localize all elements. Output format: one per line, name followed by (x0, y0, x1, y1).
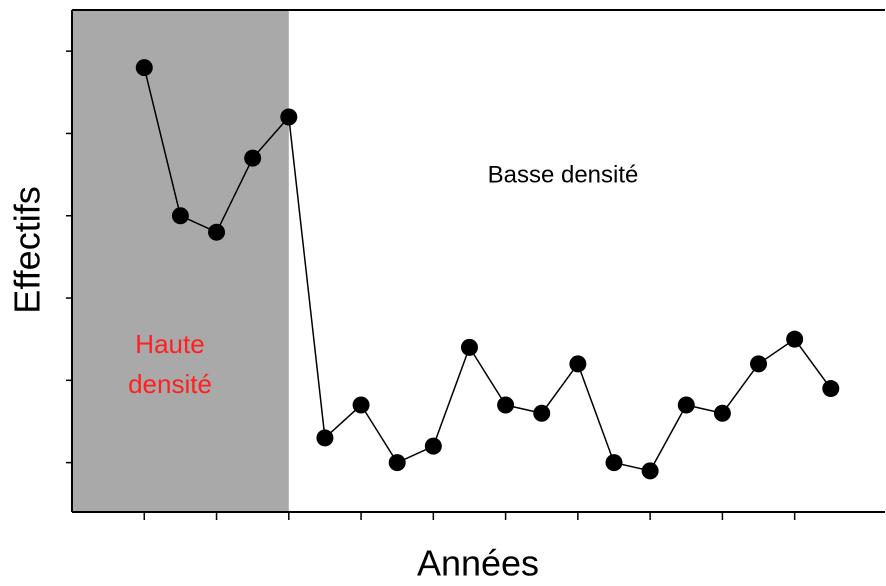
data-point (244, 149, 262, 167)
data-point (641, 462, 659, 480)
data-point (316, 429, 334, 447)
data-point (569, 355, 587, 373)
data-point (208, 223, 226, 241)
data-point (822, 380, 840, 398)
data-point (677, 396, 695, 414)
data-point (388, 454, 406, 472)
data-point (171, 207, 189, 225)
annotation: Basse densité (488, 161, 639, 188)
data-point (605, 454, 623, 472)
data-point (135, 59, 153, 77)
data-point (280, 108, 298, 126)
shaded-region (72, 10, 289, 512)
data-point (424, 437, 442, 455)
data-point (497, 396, 515, 414)
data-point (750, 355, 768, 373)
data-point (713, 404, 731, 422)
data-point (352, 396, 370, 414)
y-axis-label: Effectifs (7, 186, 48, 313)
data-point (786, 330, 804, 348)
region-label: Haute (135, 329, 204, 359)
x-axis-label: Années (417, 543, 539, 584)
data-point (460, 338, 478, 356)
region-label: densité (128, 369, 212, 399)
data-point (533, 404, 551, 422)
